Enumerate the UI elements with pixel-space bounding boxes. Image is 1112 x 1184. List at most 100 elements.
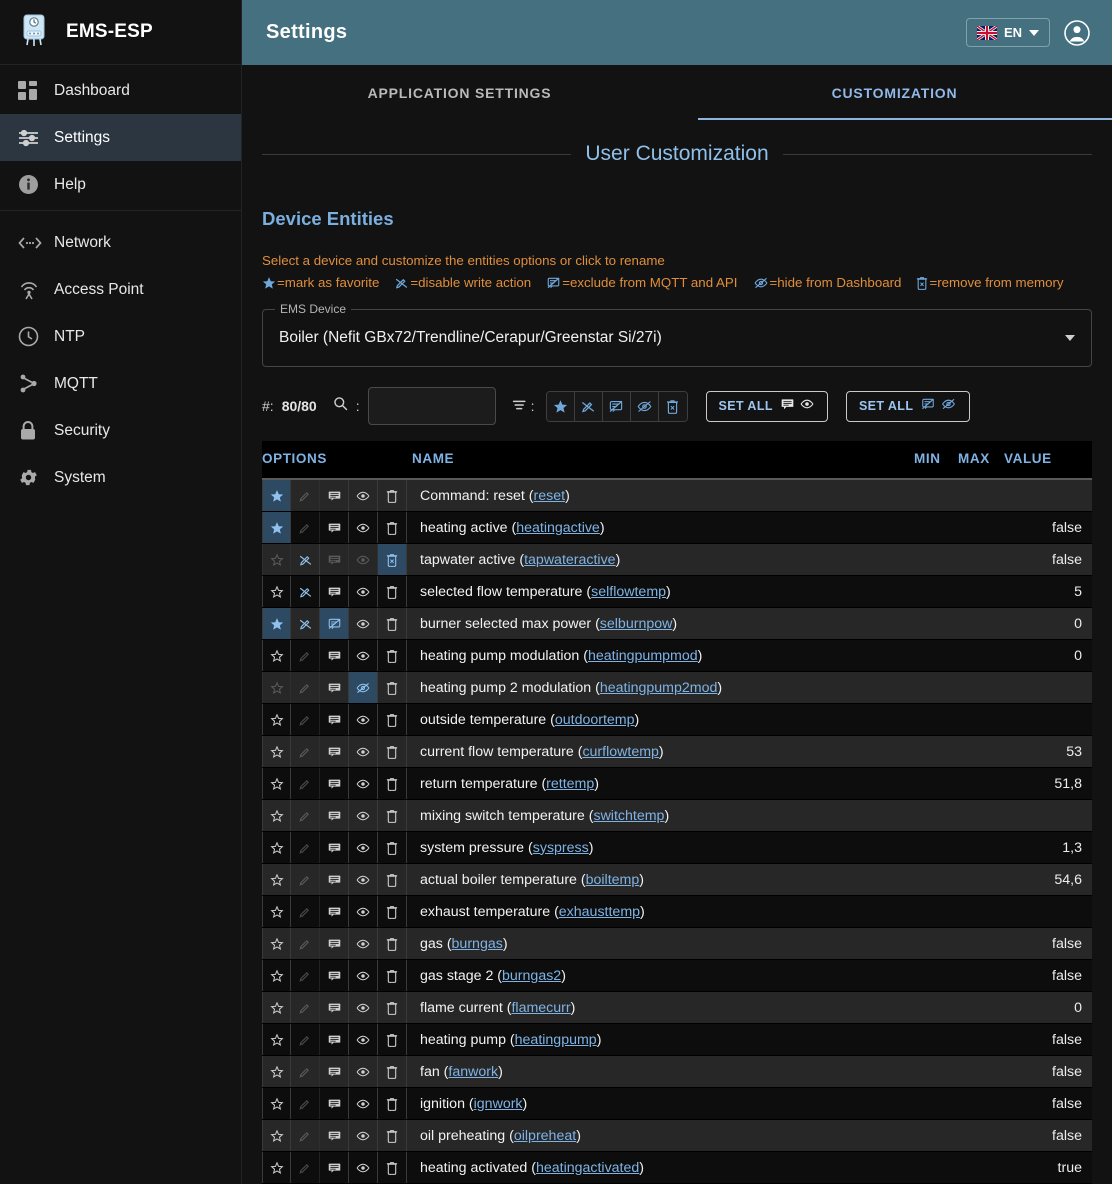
sidebar-item-system[interactable]: System xyxy=(0,454,241,501)
entity-name[interactable]: heating active (heatingactive) xyxy=(412,511,914,544)
option-star-outline[interactable] xyxy=(262,1120,291,1151)
option-eye[interactable] xyxy=(349,1056,378,1087)
option-star-outline[interactable] xyxy=(262,768,291,799)
option-eye[interactable] xyxy=(349,864,378,895)
option-eye[interactable] xyxy=(349,960,378,991)
option-mqtt[interactable] xyxy=(320,512,349,543)
option-star-outline[interactable] xyxy=(262,864,291,895)
option-hide-dashboard[interactable] xyxy=(349,672,378,703)
option-pencil[interactable] xyxy=(291,512,320,543)
option-trash[interactable] xyxy=(378,672,407,703)
sidebar-item-settings[interactable]: Settings xyxy=(0,114,241,161)
table-row[interactable]: current flow temperature (curflowtemp) 53 xyxy=(262,735,1092,768)
option-pencil[interactable] xyxy=(291,480,320,511)
option-star-outline[interactable] xyxy=(262,1088,291,1119)
option-pencil[interactable] xyxy=(291,864,320,895)
entity-name[interactable]: ignition (ignwork) xyxy=(412,1087,914,1120)
table-row[interactable]: ignition (ignwork) false xyxy=(262,1087,1092,1120)
table-row[interactable]: heating pump modulation (heatingpumpmod)… xyxy=(262,639,1092,672)
table-row[interactable]: actual boiler temperature (boiltemp) 54,6 xyxy=(262,863,1092,896)
option-pencil[interactable] xyxy=(291,704,320,735)
sidebar-item-dashboard[interactable]: Dashboard xyxy=(0,67,241,114)
option-star-outline[interactable] xyxy=(262,704,291,735)
table-row[interactable]: heating pump (heatingpump) false xyxy=(262,1023,1092,1056)
option-pencil[interactable] xyxy=(291,1088,320,1119)
option-eye[interactable] xyxy=(349,576,378,607)
option-eye[interactable] xyxy=(349,992,378,1023)
option-mqtt[interactable] xyxy=(320,736,349,767)
option-eye[interactable] xyxy=(349,544,378,575)
sidebar-item-ntp[interactable]: NTP xyxy=(0,313,241,360)
option-pencil[interactable] xyxy=(291,928,320,959)
option-eye[interactable] xyxy=(349,800,378,831)
option-eye[interactable] xyxy=(349,608,378,639)
option-mqtt[interactable] xyxy=(320,704,349,735)
option-trash[interactable] xyxy=(378,864,407,895)
option-eye[interactable] xyxy=(349,704,378,735)
sidebar-item-help[interactable]: Help xyxy=(0,161,241,208)
entity-name[interactable]: outside temperature (outdoortemp) xyxy=(412,703,914,736)
option-pencil[interactable] xyxy=(291,992,320,1023)
option-star-outline[interactable] xyxy=(262,1056,291,1087)
option-trash[interactable] xyxy=(378,640,407,671)
option-eye[interactable] xyxy=(349,1152,378,1183)
option-star-outline[interactable] xyxy=(262,640,291,671)
option-star-outline[interactable] xyxy=(262,992,291,1023)
table-row[interactable]: heating pump 2 modulation (heatingpump2m… xyxy=(262,671,1092,704)
option-eye[interactable] xyxy=(349,640,378,671)
option-disable-write[interactable] xyxy=(291,544,320,575)
option-mqtt[interactable] xyxy=(320,1056,349,1087)
tab-application-settings[interactable]: APPLICATION SETTINGS xyxy=(242,65,677,120)
option-pencil[interactable] xyxy=(291,800,320,831)
entity-name[interactable]: flame current (flamecurr) xyxy=(412,991,914,1024)
option-trash[interactable] xyxy=(378,576,407,607)
entity-name[interactable]: current flow temperature (curflowtemp) xyxy=(412,735,914,768)
option-trash[interactable] xyxy=(378,768,407,799)
option-disable-write[interactable] xyxy=(291,576,320,607)
option-trash[interactable] xyxy=(378,896,407,927)
option-trash[interactable] xyxy=(378,704,407,735)
sidebar-item-access-point[interactable]: Access Point xyxy=(0,266,241,313)
option-star-outline[interactable] xyxy=(262,736,291,767)
sidebar-item-network[interactable]: Network xyxy=(0,219,241,266)
table-row[interactable]: flame current (flamecurr) 0 xyxy=(262,991,1092,1024)
option-pencil[interactable] xyxy=(291,736,320,767)
option-pencil[interactable] xyxy=(291,1152,320,1183)
option-mqtt[interactable] xyxy=(320,576,349,607)
option-trash[interactable] xyxy=(378,1088,407,1119)
entity-name[interactable]: gas (burngas) xyxy=(412,927,914,960)
option-mqtt[interactable] xyxy=(320,992,349,1023)
option-star[interactable] xyxy=(262,608,291,639)
option-star-outline[interactable] xyxy=(262,672,291,703)
account-circle-icon[interactable] xyxy=(1064,19,1090,46)
option-eye[interactable] xyxy=(349,1024,378,1055)
option-trash[interactable] xyxy=(378,960,407,991)
option-trash[interactable] xyxy=(378,1024,407,1055)
option-pencil[interactable] xyxy=(291,960,320,991)
filter-toggle-remove-memory[interactable] xyxy=(658,391,687,421)
table-row[interactable]: gas (burngas) false xyxy=(262,927,1092,960)
option-trash[interactable] xyxy=(378,512,407,543)
option-trash[interactable] xyxy=(378,480,407,511)
option-star[interactable] xyxy=(262,512,291,543)
option-mqtt[interactable] xyxy=(320,480,349,511)
option-trash[interactable] xyxy=(378,1152,407,1183)
entity-name[interactable]: heating pump (heatingpump) xyxy=(412,1023,914,1056)
option-remove-memory[interactable] xyxy=(378,544,407,575)
entity-name[interactable]: mixing switch temperature (switchtemp) xyxy=(412,799,914,832)
option-mqtt[interactable] xyxy=(320,832,349,863)
option-trash[interactable] xyxy=(378,1056,407,1087)
option-mqtt[interactable] xyxy=(320,544,349,575)
option-pencil[interactable] xyxy=(291,1120,320,1151)
option-pencil[interactable] xyxy=(291,768,320,799)
option-mqtt[interactable] xyxy=(320,1120,349,1151)
entity-name[interactable]: selected flow temperature (selflowtemp) xyxy=(412,575,914,608)
table-row[interactable]: heating active (heatingactive) false xyxy=(262,511,1092,544)
table-row[interactable]: heating activated (heatingactivated) true xyxy=(262,1151,1092,1184)
table-row[interactable]: oil preheating (oilpreheat) false xyxy=(262,1119,1092,1152)
option-trash[interactable] xyxy=(378,736,407,767)
option-mqtt[interactable] xyxy=(320,768,349,799)
option-exclude-mqtt[interactable] xyxy=(320,608,349,639)
option-trash[interactable] xyxy=(378,992,407,1023)
option-trash[interactable] xyxy=(378,608,407,639)
